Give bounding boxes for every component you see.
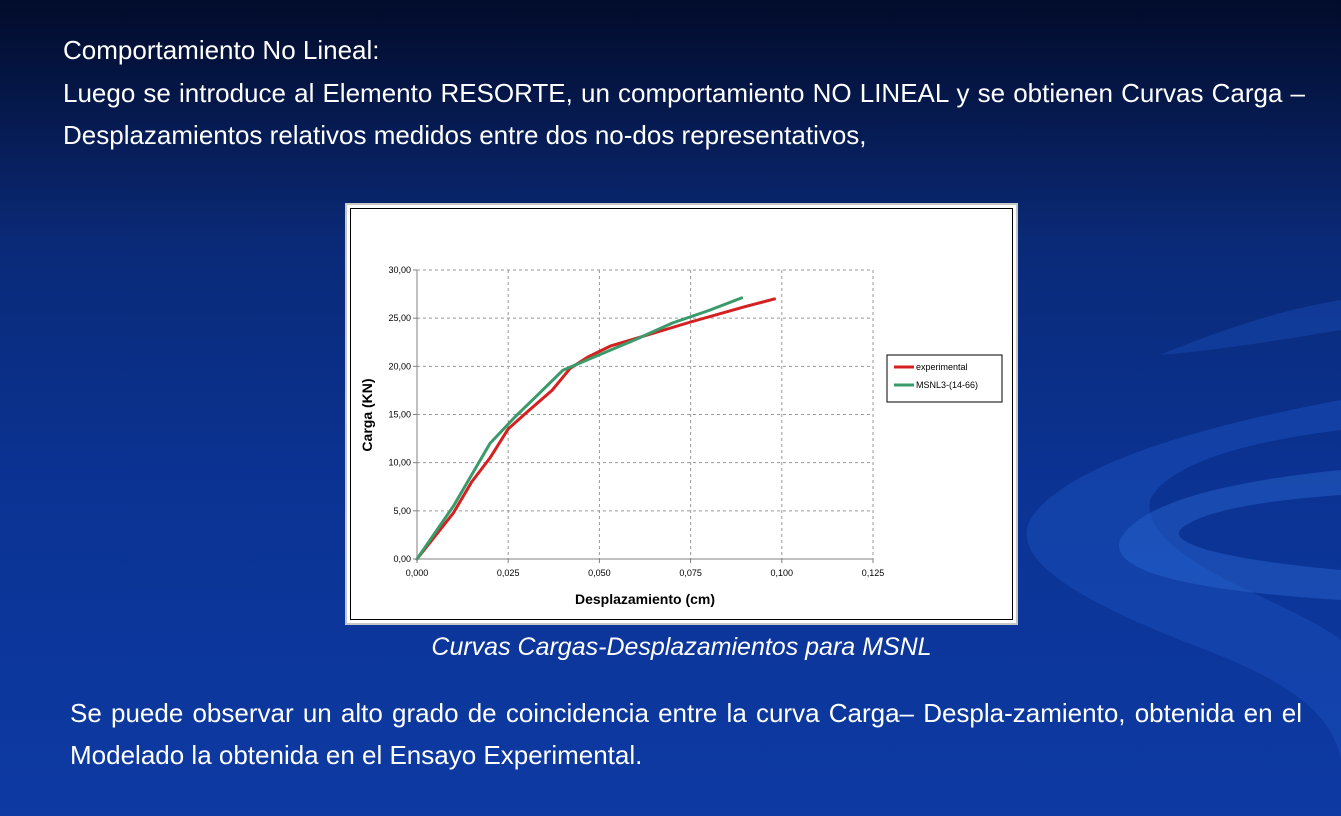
legend: experimental MSNL3-(14-66) [886, 354, 1003, 403]
chart-inner-border [350, 208, 1013, 620]
x-tick-label: 0,000 [406, 568, 429, 578]
load-displacement-chart: 0,00 5,00 10,00 15,00 20,00 25,00 30,00 0,000 0,… [359, 265, 1003, 607]
series-line-msnl3 [415, 296, 744, 561]
x-axis-label: Desplazamiento (cm) [575, 591, 715, 607]
series-line-experimental [415, 297, 776, 561]
y-axis-label: Carga (KN) [359, 378, 375, 451]
x-tick-label: 0,075 [679, 568, 702, 578]
y-tick-label: 25,00 [388, 313, 411, 323]
x-tick-label: 0,100 [771, 568, 794, 578]
conclusion-paragraph: Se puede observar un alto grado de coinc… [70, 698, 1302, 770]
y-tick-label: 30,00 [388, 265, 411, 275]
y-tick-label: 10,00 [388, 458, 411, 468]
chart-frame: 0,00 5,00 10,00 15,00 20,00 25,00 30,00 0,000 0,… [345, 203, 1018, 625]
chart-caption: Curvas Cargas-Desplazamientos para MSNL [431, 633, 932, 661]
x-tick-label: 0,125 [862, 568, 885, 578]
y-tick-label: 20,00 [388, 361, 411, 371]
intro-paragraph: Luego se introduce al Elemento RESORTE, … [63, 78, 1305, 150]
legend-label-experimental: experimental [916, 362, 968, 372]
legend-box [886, 354, 1003, 403]
legend-label-msnl3: MSNL3-(14-66) [916, 380, 978, 390]
x-tick-label: 0,050 [588, 568, 611, 578]
x-tick-label: 0,025 [497, 568, 520, 578]
slide-heading: Comportamiento No Lineal: [63, 35, 380, 65]
y-tick-label: 5,00 [393, 506, 411, 516]
y-tick-label: 0,00 [393, 554, 411, 564]
y-tick-label: 15,00 [388, 410, 411, 420]
